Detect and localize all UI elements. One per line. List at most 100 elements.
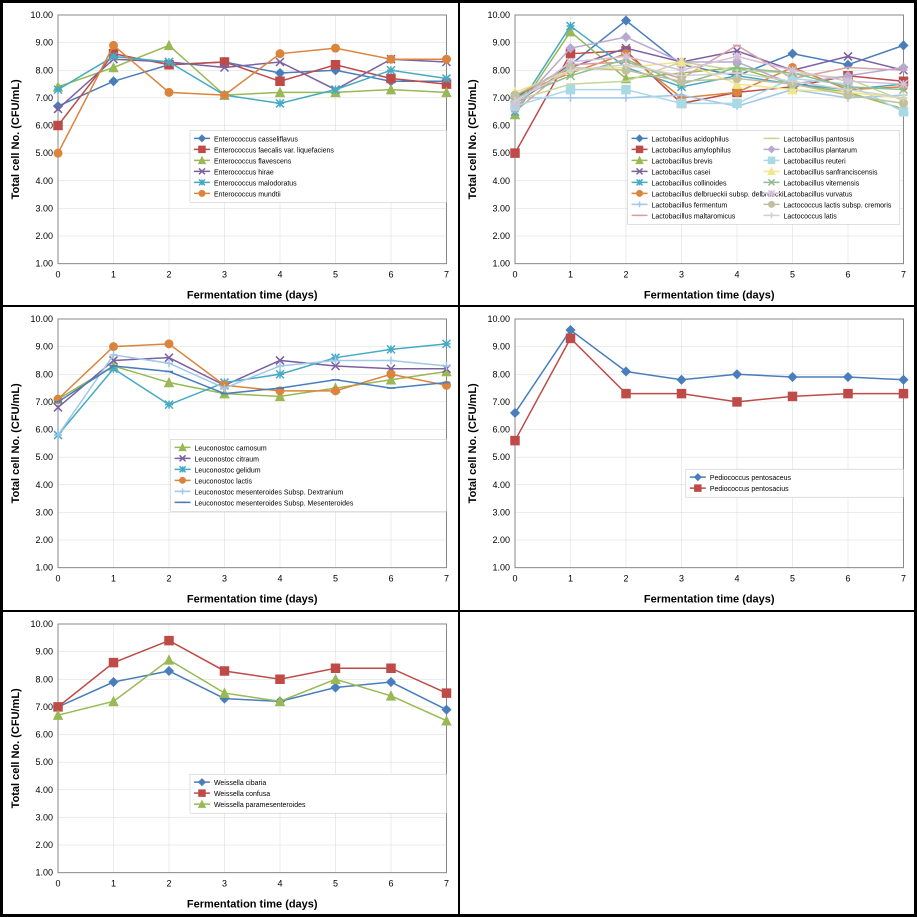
x-tick-label: 5: [333, 574, 338, 584]
x-tick-label: 3: [679, 270, 684, 280]
y-axis-label: Total cell No. (CFU/mL): [467, 79, 479, 199]
x-tick-label: 6: [845, 574, 850, 584]
y-tick-label: 7.00: [36, 397, 54, 407]
y-tick-label: 9.00: [492, 342, 510, 352]
y-tick-label: 4.00: [36, 480, 54, 490]
legend-item-label: Enterococcus flavescens: [214, 158, 292, 165]
x-tick-label: 5: [333, 878, 338, 888]
legend-item-label: Weissella confusa: [214, 791, 270, 798]
legend-item-label: Lactobacillus viternensis: [783, 180, 859, 187]
legend: Enterococcus casseliflavusEnterococcus f…: [190, 130, 447, 202]
y-tick-label: 1.00: [36, 867, 54, 877]
y-tick-label: 4.00: [36, 176, 54, 186]
y-tick-label: 2.00: [36, 840, 54, 850]
y-tick-label: 9.00: [492, 38, 510, 48]
x-axis-label: Fermentation time (days): [643, 290, 774, 302]
legend-item-label: Lactobacillus acidophilus: [651, 136, 729, 143]
legend: Weissella cibariaWeissella confusaWeisse…: [190, 774, 447, 813]
y-tick-label: 9.00: [36, 646, 54, 656]
y-tick-label: 2.00: [36, 535, 54, 545]
x-tick-label: 4: [277, 574, 282, 584]
y-tick-label: 8.00: [36, 65, 54, 75]
x-tick-label: 0: [512, 574, 517, 584]
chart-cell-empty: [459, 611, 916, 915]
y-tick-label: 10.00: [31, 10, 53, 20]
x-axis-label: Fermentation time (days): [187, 898, 318, 910]
y-tick-label: 4.00: [36, 784, 54, 794]
y-tick-label: 2.00: [492, 231, 510, 241]
x-tick-label: 7: [444, 574, 449, 584]
chart-cell-enterococcus: 1.002.003.004.005.006.007.008.009.0010.0…: [2, 2, 459, 306]
y-tick-label: 9.00: [36, 342, 54, 352]
y-tick-label: 7.00: [492, 93, 510, 103]
x-tick-label: 1: [111, 270, 116, 280]
y-axis-label: Total cell No. (CFU/mL): [10, 688, 22, 808]
x-tick-label: 1: [111, 574, 116, 584]
y-tick-label: 2.00: [36, 231, 54, 241]
x-tick-label: 4: [277, 878, 282, 888]
y-tick-label: 10.00: [31, 619, 53, 629]
x-tick-label: 1: [568, 270, 573, 280]
legend-item-label: Lactococcus latis: [783, 213, 837, 220]
y-tick-label: 10.00: [487, 10, 509, 20]
y-tick-label: 4.00: [492, 176, 510, 186]
x-tick-label: 0: [512, 270, 517, 280]
legend-item-label: Leuconostoc gelidum: [195, 468, 261, 475]
legend-item-label: Lactobacillus plantarum: [783, 147, 857, 154]
x-tick-label: 0: [56, 878, 61, 888]
y-tick-label: 8.00: [36, 370, 54, 380]
legend-item-label: Lactobacillus amylophilus: [651, 147, 731, 154]
y-tick-label: 3.00: [36, 508, 54, 518]
y-axis-label: Total cell No. (CFU/mL): [467, 383, 479, 503]
y-tick-label: 6.00: [36, 121, 54, 131]
legend-item-label: Lactobacillus casei: [651, 169, 710, 176]
x-tick-label: 7: [444, 270, 449, 280]
x-tick-label: 5: [789, 270, 794, 280]
y-tick-label: 5.00: [36, 452, 54, 462]
y-tick-label: 3.00: [36, 203, 54, 213]
y-tick-label: 6.00: [492, 121, 510, 131]
x-tick-label: 4: [277, 270, 282, 280]
legend-item-label: Leuconostoc carnosum: [195, 446, 267, 453]
legend-item-label: Enterococcus faecalis var. liquefaciens: [214, 147, 334, 154]
legend-item-label: Pediococcus pentosaceus: [709, 475, 791, 482]
x-tick-label: 0: [56, 270, 61, 280]
y-tick-label: 6.00: [36, 729, 54, 739]
x-tick-label: 2: [167, 270, 172, 280]
legend-item-label: Leuconostoc lactis: [195, 479, 253, 486]
chart-cell-pediococcus: 1.002.003.004.005.006.007.008.009.0010.0…: [459, 306, 916, 610]
chart-cell-lactobacillus: 1.002.003.004.005.006.007.008.009.0010.0…: [459, 2, 916, 306]
y-tick-label: 2.00: [492, 535, 510, 545]
x-tick-label: 2: [167, 878, 172, 888]
legend-item-label: Lactobacillus maltaromicus: [651, 213, 735, 220]
x-tick-label: 0: [56, 574, 61, 584]
x-tick-label: 4: [734, 574, 739, 584]
y-tick-label: 8.00: [492, 65, 510, 75]
y-tick-label: 1.00: [36, 563, 54, 573]
y-tick-label: 7.00: [36, 93, 54, 103]
x-tick-label: 3: [222, 574, 227, 584]
x-tick-label: 3: [679, 574, 684, 584]
y-tick-label: 10.00: [487, 314, 509, 324]
x-tick-label: 6: [388, 574, 393, 584]
y-tick-label: 7.00: [492, 397, 510, 407]
legend-item-label: Enterococcus mundtii: [214, 191, 281, 198]
y-tick-label: 7.00: [36, 702, 54, 712]
legend-item-label: Weissella cibaria: [214, 780, 266, 787]
x-tick-label: 6: [845, 270, 850, 280]
x-tick-label: 3: [222, 878, 227, 888]
legend-item-label: Leuconostoc citraum: [195, 457, 260, 464]
legend-item-label: Lactobacillus fermentum: [651, 202, 727, 209]
x-tick-label: 2: [167, 574, 172, 584]
y-tick-label: 6.00: [36, 425, 54, 435]
x-axis-label: Fermentation time (days): [643, 594, 774, 606]
x-tick-label: 1: [111, 878, 116, 888]
y-axis-label: Total cell No. (CFU/mL): [10, 79, 22, 199]
x-tick-label: 6: [388, 270, 393, 280]
legend-item-label: Leuconostoc mesenteroides Subsp. Dextran…: [195, 490, 344, 497]
legend: Leuconostoc carnosum Leuconostoc citraum L…: [171, 440, 447, 512]
x-tick-label: 5: [333, 270, 338, 280]
y-tick-label: 1.00: [492, 259, 510, 269]
legend-item-label: Lactobacillus brevis: [651, 158, 712, 165]
y-tick-label: 5.00: [492, 452, 510, 462]
